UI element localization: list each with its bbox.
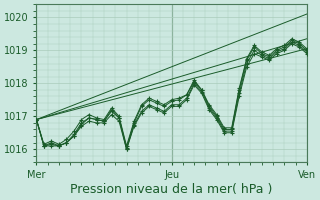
- X-axis label: Pression niveau de la mer( hPa ): Pression niveau de la mer( hPa ): [70, 183, 273, 196]
